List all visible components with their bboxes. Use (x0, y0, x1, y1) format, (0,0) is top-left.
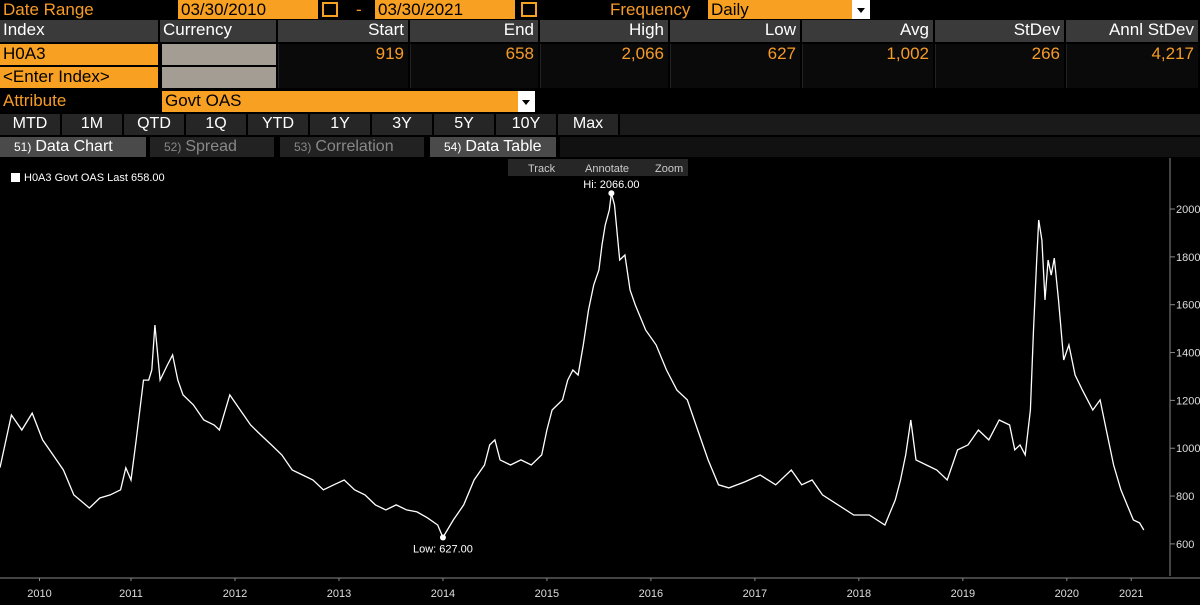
y-tick-label: 2000 (1176, 204, 1200, 216)
x-tick-label: 2016 (639, 588, 663, 600)
stat-cell: 266 (935, 44, 1064, 88)
arrow-icon (857, 8, 865, 13)
period-button[interactable]: YTD (248, 114, 308, 135)
y-tick-label: 1000 (1176, 443, 1200, 455)
tab[interactable]: 54) Data Table (430, 137, 556, 157)
dropdown-arrow[interactable] (518, 91, 535, 112)
tab-label: Correlation (315, 138, 394, 155)
stat-cell: 627 (670, 44, 800, 88)
x-tick-label: 2020 (1055, 588, 1079, 600)
period-button[interactable]: 1Q (186, 114, 246, 135)
tab-bar-fill (560, 137, 1200, 157)
y-tick-label: 1800 (1176, 252, 1200, 264)
chart: Track Annotate Zoom H0A3 Govt OAS Last 658.… (0, 158, 1200, 600)
stat-cell: 658 (410, 44, 538, 88)
dropdown-arrow[interactable] (852, 0, 870, 19)
x-tick-label: 2012 (223, 588, 247, 600)
x-tick-label: 2021 (1119, 588, 1143, 600)
period-button[interactable]: 10Y (496, 114, 556, 135)
tab-number: 53) (294, 140, 312, 154)
low-marker (439, 534, 446, 541)
tab-label: Data Chart (35, 138, 113, 155)
tab-label: Spread (185, 138, 237, 155)
stat-cell: 919 (278, 44, 408, 88)
tab-number: 52) (164, 140, 182, 154)
legend-swatch (11, 173, 20, 182)
index-input[interactable]: H0A3 (0, 44, 158, 65)
date-separator: - (356, 0, 362, 19)
y-tick-label: 1600 (1176, 300, 1200, 312)
period-button[interactable]: 3Y (372, 114, 432, 135)
x-tick-label: 2018 (847, 588, 871, 600)
period-button[interactable]: Max (558, 114, 618, 135)
tab-number: 54) (444, 140, 462, 154)
low-annotation: Low: 627.00 (413, 543, 473, 555)
y-tick-label: 800 (1176, 491, 1194, 503)
column-header: Start (278, 20, 408, 42)
x-tick-label: 2015 (535, 588, 559, 600)
column-header: StDev (935, 20, 1064, 42)
legend-label: H0A3 Govt OAS Last 658.00 (24, 172, 165, 184)
stat-cell: 4,217 (1066, 44, 1198, 88)
arrow-icon (522, 100, 530, 105)
x-tick-label: 2014 (431, 588, 455, 600)
column-header: Annl StDev (1066, 20, 1198, 42)
toolbar-button[interactable]: Annotate (585, 163, 629, 175)
stat-cell: 2,066 (540, 44, 668, 88)
y-tick-label: 1400 (1176, 348, 1200, 360)
column-header: End (410, 20, 538, 42)
period-button[interactable]: QTD (124, 114, 184, 135)
date-range-label: Date Range (3, 0, 94, 19)
toolbar-button[interactable]: Track (528, 163, 556, 175)
calendar-icon[interactable] (322, 2, 338, 17)
start-date-input[interactable]: 03/30/2010 (178, 0, 318, 19)
series-line (0, 193, 1145, 539)
column-header: Low (670, 20, 800, 42)
x-tick-label: 2013 (327, 588, 351, 600)
period-button[interactable]: MTD (0, 114, 60, 135)
calendar-icon[interactable] (521, 2, 537, 17)
toolbar-button[interactable]: Zoom (655, 163, 683, 175)
button-bar-fill (620, 114, 1200, 135)
index-placeholder[interactable]: <Enter Index> (0, 67, 158, 88)
currency-input[interactable] (162, 44, 276, 65)
period-button[interactable]: 1Y (310, 114, 370, 135)
y-tick-label: 1200 (1176, 395, 1200, 407)
end-date-input[interactable]: 03/30/2021 (375, 0, 515, 19)
tab-label: Data Table (465, 138, 542, 155)
chart-toolbar (508, 159, 688, 176)
column-header: Index (0, 20, 158, 42)
y-tick-label: 600 (1176, 539, 1194, 551)
x-tick-label: 2010 (27, 588, 51, 600)
period-button[interactable]: 5Y (434, 114, 494, 135)
stat-cell: 1,002 (802, 44, 933, 88)
tab[interactable]: 52) Spread (150, 137, 274, 157)
frequency-label: Frequency (610, 0, 691, 19)
column-header: High (540, 20, 668, 42)
period-button[interactable]: 1M (62, 114, 122, 135)
column-header: Avg (802, 20, 933, 42)
x-tick-label: 2019 (951, 588, 975, 600)
column-header: Currency (160, 20, 276, 42)
x-tick-label: 2011 (119, 588, 143, 600)
tab-number: 51) (14, 140, 32, 154)
high-marker (608, 190, 615, 197)
tab[interactable]: 51) Data Chart (0, 137, 146, 157)
currency-input[interactable] (162, 67, 276, 88)
attribute-label: Attribute (3, 91, 67, 110)
x-tick-label: 2017 (743, 588, 767, 600)
attribute-dropdown[interactable]: Govt OAS (162, 91, 518, 112)
high-annotation: Hi: 2066.00 (583, 179, 639, 191)
frequency-dropdown[interactable]: Daily (708, 0, 852, 19)
tab[interactable]: 53) Correlation (280, 137, 424, 157)
